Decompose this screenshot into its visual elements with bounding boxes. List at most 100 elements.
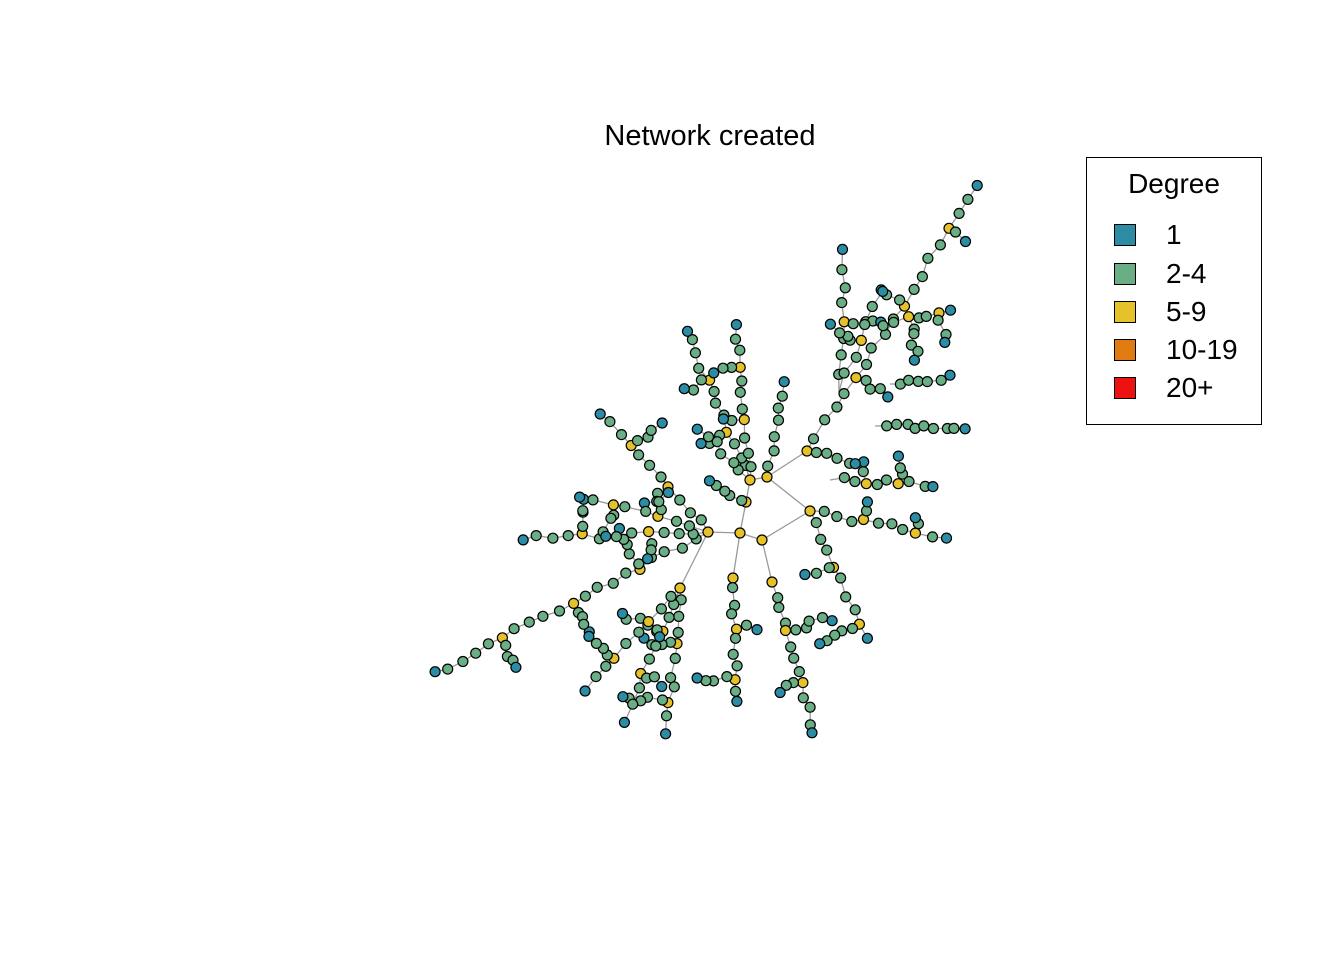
legend: Degree 1 2-4 5-9 10-19 20+ <box>1086 157 1262 425</box>
network-node <box>729 632 742 644</box>
network-node <box>865 342 877 354</box>
network-node <box>727 648 739 660</box>
network-node <box>909 512 922 524</box>
network-node <box>683 520 696 532</box>
network-node <box>730 623 743 635</box>
network-node <box>774 686 786 699</box>
network-node <box>734 344 746 356</box>
network-node <box>815 533 827 546</box>
network-node <box>877 285 889 297</box>
network-node <box>736 494 748 507</box>
network-node <box>684 507 697 519</box>
network-node <box>887 316 900 328</box>
network-node <box>728 438 741 450</box>
network-node <box>824 318 837 330</box>
network-node <box>587 494 599 506</box>
network-edge <box>761 539 773 583</box>
network-node <box>768 431 780 443</box>
network-node <box>772 592 784 604</box>
network-node <box>670 515 683 527</box>
network-node <box>719 485 731 497</box>
legend-swatch <box>1114 301 1136 323</box>
network-node <box>829 629 841 641</box>
network-node <box>872 517 885 529</box>
network-node <box>818 505 830 517</box>
network-node <box>944 369 956 381</box>
network-node <box>838 472 851 484</box>
network-node <box>655 603 668 615</box>
network-node <box>736 403 748 415</box>
network-node <box>773 601 785 614</box>
network-node <box>939 336 951 348</box>
network-node <box>816 611 829 624</box>
network-node <box>695 374 708 386</box>
network-node <box>708 367 720 379</box>
network-node <box>734 527 746 539</box>
network-node <box>623 548 635 560</box>
legend-label: 2-4 <box>1166 258 1207 289</box>
network-node <box>882 391 894 403</box>
network-node <box>797 692 809 704</box>
network-node <box>834 572 847 584</box>
network-node <box>772 402 784 414</box>
network-node <box>926 531 939 543</box>
network-node <box>861 632 874 644</box>
network-node <box>615 429 628 441</box>
network-node <box>605 512 617 524</box>
network-node <box>632 449 645 461</box>
network-node <box>838 388 850 400</box>
legend-label: 1 <box>1166 219 1182 250</box>
network-node <box>838 367 850 379</box>
network-node <box>633 682 646 694</box>
network-node <box>846 515 858 528</box>
network-node <box>756 534 768 546</box>
network-node <box>810 516 822 529</box>
network-node <box>600 530 612 542</box>
network-node <box>553 605 566 617</box>
network-node <box>659 728 672 740</box>
network-node <box>902 311 915 323</box>
legend-label: 20+ <box>1166 372 1214 403</box>
network-node <box>779 624 792 637</box>
network-node <box>790 624 802 636</box>
network-node <box>669 652 681 665</box>
network-node <box>903 475 915 488</box>
network-node <box>482 638 494 650</box>
network-node <box>695 437 707 450</box>
network-node <box>880 474 893 486</box>
network-node <box>717 413 730 425</box>
network-node <box>738 414 750 426</box>
network-node <box>803 615 815 627</box>
network-node <box>738 432 751 444</box>
network-node <box>726 581 739 594</box>
network-node <box>590 670 602 683</box>
network-node <box>642 525 655 538</box>
network-node <box>695 514 707 526</box>
network-node <box>708 385 720 398</box>
network-node <box>780 679 792 691</box>
legend-swatch <box>1114 263 1136 285</box>
network-node <box>725 608 738 620</box>
network-node <box>600 660 612 672</box>
legend-title: Degree <box>1128 168 1220 199</box>
network-node <box>935 374 947 386</box>
network-node <box>655 471 667 483</box>
plot-title: Network created <box>604 120 816 152</box>
network-node <box>442 663 454 675</box>
network-node <box>916 271 929 283</box>
network-node <box>927 422 940 435</box>
network-node <box>658 546 670 558</box>
network-node <box>703 475 716 487</box>
legend-item: 1 <box>1114 219 1182 250</box>
network-node <box>849 458 861 470</box>
network-node <box>962 193 974 205</box>
network-node <box>508 623 520 635</box>
network-node <box>510 661 522 673</box>
network-node <box>676 542 689 554</box>
network-node <box>857 466 869 478</box>
network-node <box>729 685 742 697</box>
network-node <box>626 527 638 539</box>
network-node <box>619 501 631 513</box>
network-node <box>776 390 788 402</box>
